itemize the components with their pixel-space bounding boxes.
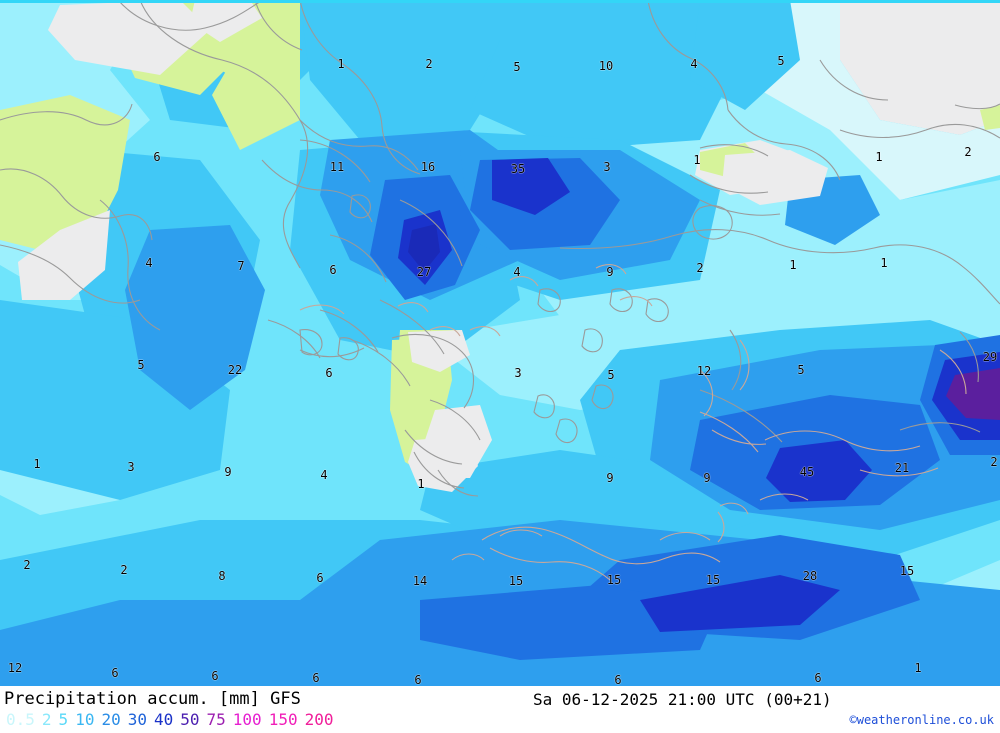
precip-value-label: 21 (894, 461, 910, 475)
precip-value-label: 14 (412, 574, 428, 588)
precip-value-label: 15 (606, 573, 622, 587)
precip-value-label: 28 (802, 569, 818, 583)
precip-value-label: 16 (420, 160, 436, 174)
legend-stop-30: 30 (127, 710, 147, 729)
precip-value-label: 1 (914, 661, 922, 675)
precip-value-label: 1 (875, 150, 883, 164)
precip-value-label: 2 (23, 558, 31, 572)
precip-value-label: 1 (693, 153, 701, 167)
legend-stop-5: 5 (58, 710, 69, 729)
precip-value-label: 27 (416, 265, 432, 279)
precip-value-label: 2 (696, 261, 704, 275)
landmass-group (0, 0, 1000, 492)
legend-stop-40: 40 (153, 710, 174, 729)
precip-value-label: 45 (799, 465, 815, 479)
valid-timestamp: Sa 06-12-2025 21:00 UTC (00+21) (533, 690, 832, 709)
precip-value-label: 5 (797, 363, 805, 377)
chart-title: Precipitation accum. [mm] GFS (4, 689, 301, 709)
precip-value-label: 6 (614, 673, 622, 686)
band-high-group (408, 224, 1000, 420)
legend-stop-100: 100 (232, 710, 262, 729)
precip-value-label: 1 (789, 258, 797, 272)
precip-value-label: 2 (120, 563, 128, 577)
legend-stop-75: 75 (206, 710, 226, 729)
precip-value-label: 7 (237, 259, 245, 273)
precip-value-label: 1 (417, 477, 425, 491)
precip-value-label: 4 (145, 256, 153, 270)
precip-value-label: 15 (899, 564, 915, 578)
precip-value-label: 8 (218, 569, 226, 583)
precip-value-label: 6 (111, 666, 119, 680)
legend-stop-2: 2 (41, 710, 52, 729)
legend-stop-0.5: 0.5 (6, 710, 35, 729)
precip-value-label: 12 (7, 661, 23, 675)
precip-value-label: 2 (425, 57, 433, 71)
legend-scale: 0.5 2 5 10 20 30 40 50 75 100 150 200 (6, 710, 341, 729)
precip-value-label: 1 (33, 457, 41, 471)
precip-value-label: 5 (137, 358, 145, 372)
precip-value-label: 1 (337, 57, 345, 71)
precip-value-label: 6 (316, 571, 324, 585)
precip-value-label: 1 (880, 256, 888, 270)
precip-value-label: 6 (211, 669, 219, 683)
precip-value-label: 4 (513, 265, 521, 279)
precip-value-label: 3 (603, 160, 611, 174)
precip-value-label: 10 (598, 59, 614, 73)
precip-value-label: 3 (127, 460, 135, 474)
precip-value-label: 4 (690, 57, 698, 71)
legend-stop-50: 50 (180, 710, 200, 729)
precip-value-label: 6 (814, 671, 822, 685)
legend-stop-150: 150 (268, 710, 298, 729)
precip-value-label: 6 (312, 671, 320, 685)
top-border-rule (0, 0, 1000, 3)
precip-value-label: 2 (964, 145, 972, 159)
precip-value-label: 6 (153, 150, 161, 164)
precip-value-label: 6 (414, 673, 422, 686)
precip-value-label: 6 (329, 263, 337, 277)
precip-value-label: 11 (329, 160, 345, 174)
precip-value-label: 15 (508, 574, 524, 588)
precip-value-label: 2 (990, 455, 998, 469)
precip-value-label: 3 (514, 366, 522, 380)
legend-stop-200: 200 (304, 710, 334, 729)
precip-value-label: 6 (325, 366, 333, 380)
precip-value-label: 9 (703, 471, 711, 485)
precip-value-label: 5 (777, 54, 785, 68)
precip-value-label: 12 (696, 364, 712, 378)
precip-value-label: 5 (607, 368, 615, 382)
precipitation-map[interactable]: 1 2 5 10 4 5 6 11 16 35 3 1 1 2 4 7 6 27 4 9 2 1 1 5 22 6 3 5 12 5 29 1… (0, 0, 1000, 686)
coastline-warm-group (299, 264, 967, 581)
precip-value-label: 4 (320, 468, 328, 482)
footer-bar: Precipitation accum. [mm] GFS 0.5 2 5 10 20 3… (0, 686, 1000, 733)
precip-value-label: 29 (982, 350, 998, 364)
coastline-group (0, 0, 1000, 497)
precip-value-label: 35 (510, 162, 526, 176)
legend-stop-10: 10 (75, 710, 95, 729)
map-canvas (0, 0, 1000, 686)
precip-value-label: 9 (224, 465, 232, 479)
precip-value-label: 9 (606, 471, 614, 485)
precip-value-label: 5 (513, 60, 521, 74)
legend-stop-20: 20 (101, 710, 121, 729)
source-credit: ©weatheronline.co.uk (849, 713, 995, 727)
precip-value-label: 9 (606, 265, 614, 279)
precip-value-label: 15 (705, 573, 721, 587)
precip-value-label: 22 (227, 363, 243, 377)
